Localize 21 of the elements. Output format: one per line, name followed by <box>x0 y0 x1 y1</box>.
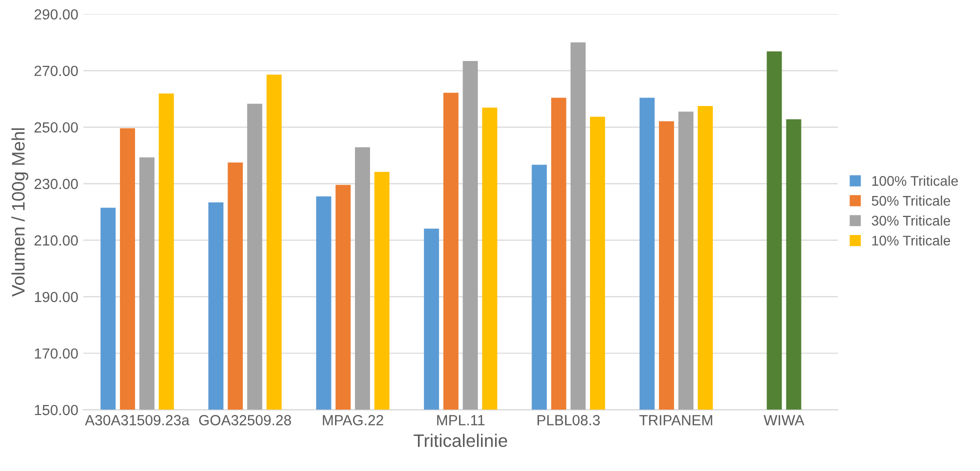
y-tick-label: 170.00 <box>34 348 78 359</box>
legend-label: 50% Triticale <box>872 196 950 206</box>
y-tick-label: 210.00 <box>34 235 78 246</box>
x-tick-label: MPL.11 <box>437 415 484 426</box>
x-axis-title: Triticalelinie <box>414 434 508 448</box>
y-tick-label: 290.00 <box>34 9 78 20</box>
y-tick-label: 250.00 <box>34 122 78 133</box>
x-tick-label: TRIPANEM <box>639 415 712 426</box>
x-tick-label: A30A31509.23a <box>84 415 190 426</box>
y-tick-label: 190.00 <box>34 292 78 302</box>
x-tick-label: MPAG.22 <box>322 415 384 426</box>
legend-label: 30% Triticale <box>872 215 950 226</box>
legend-label: 10% Triticale <box>872 235 950 246</box>
y-axis-title: Volumen / 100g Mehl <box>11 128 28 297</box>
x-tick-label: PLBL08.3 <box>538 415 600 426</box>
y-tick-label: 230.00 <box>34 178 78 190</box>
y-tick-label: 270.00 <box>34 66 78 76</box>
y-tick-label: 150.00 <box>34 404 78 416</box>
x-tick-label: WIWA <box>764 415 804 426</box>
x-tick-label: GOA32509.28 <box>199 415 291 426</box>
legend-label: 100% Triticale <box>872 176 958 186</box>
